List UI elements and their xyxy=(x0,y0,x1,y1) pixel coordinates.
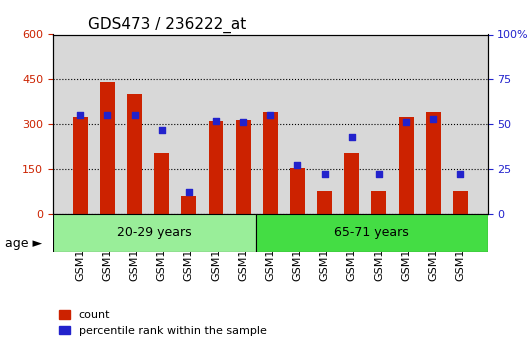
Text: GDS473 / 236222_at: GDS473 / 236222_at xyxy=(88,17,246,33)
Bar xyxy=(208,121,224,214)
Point xyxy=(293,163,302,168)
Bar xyxy=(344,152,359,214)
Bar xyxy=(263,112,278,214)
Point xyxy=(184,190,193,195)
Point xyxy=(348,134,356,139)
Bar xyxy=(426,112,440,214)
Bar xyxy=(100,82,115,214)
Point xyxy=(103,112,112,118)
Text: age ►: age ► xyxy=(5,237,42,250)
Bar xyxy=(154,152,169,214)
Bar xyxy=(73,117,87,214)
Point xyxy=(157,127,166,132)
Point xyxy=(266,112,275,118)
Point xyxy=(375,172,383,177)
Text: 20-29 years: 20-29 years xyxy=(117,226,192,239)
Bar xyxy=(317,191,332,214)
Point xyxy=(456,172,465,177)
Point xyxy=(212,118,220,124)
Bar xyxy=(127,94,142,214)
Point xyxy=(239,120,248,125)
Point xyxy=(429,116,437,121)
FancyBboxPatch shape xyxy=(53,214,256,252)
Legend: count, percentile rank within the sample: count, percentile rank within the sample xyxy=(58,310,267,336)
Bar xyxy=(236,120,251,214)
Bar xyxy=(290,168,305,214)
Bar xyxy=(181,196,196,214)
Bar xyxy=(372,191,386,214)
Point xyxy=(130,112,139,118)
Point xyxy=(402,120,410,125)
Text: 65-71 years: 65-71 years xyxy=(334,226,409,239)
Point xyxy=(320,172,329,177)
Bar xyxy=(399,117,413,214)
Bar xyxy=(453,191,468,214)
Point xyxy=(76,112,84,118)
FancyBboxPatch shape xyxy=(256,214,488,252)
